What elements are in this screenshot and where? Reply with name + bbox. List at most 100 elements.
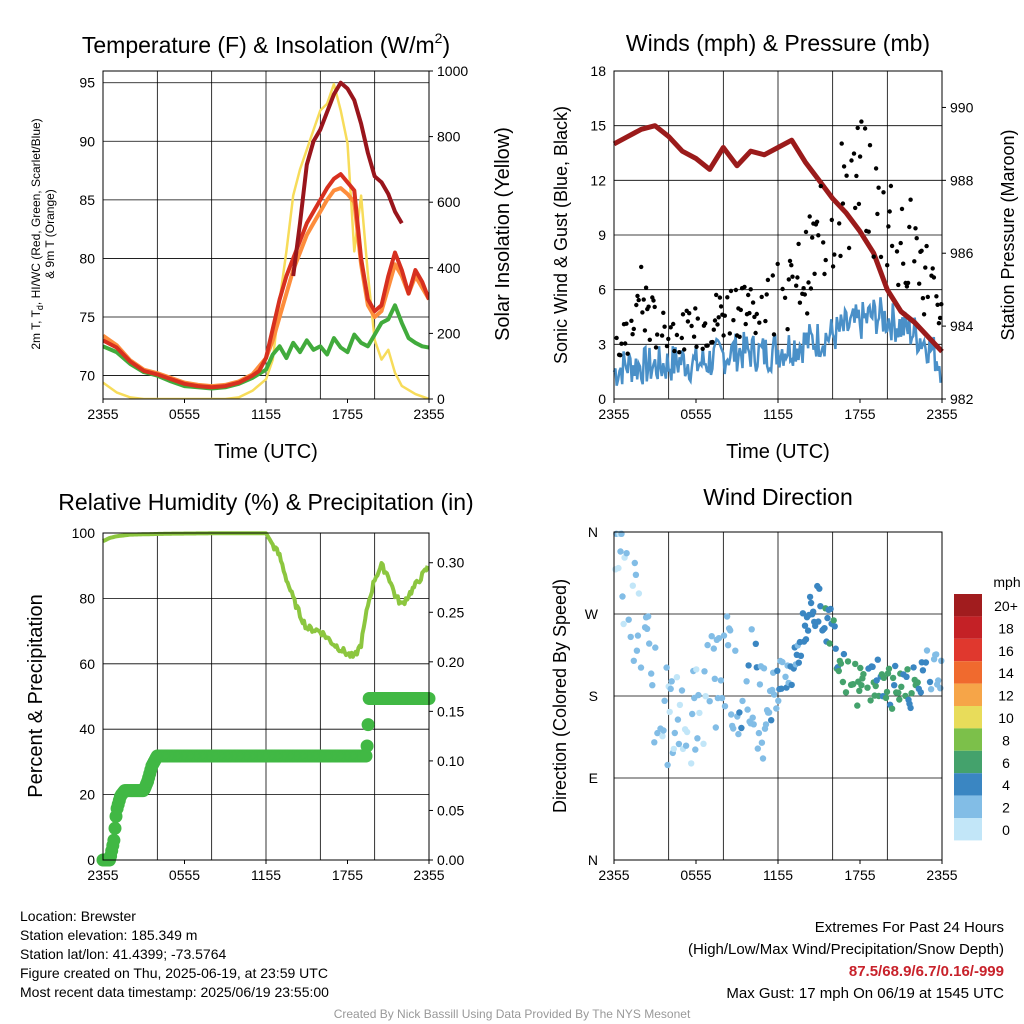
direction-point (651, 739, 658, 746)
direction-point (670, 745, 677, 753)
series-rh (102, 531, 430, 659)
gust-point (728, 288, 734, 294)
gust-point (853, 205, 858, 211)
direction-point (724, 642, 732, 649)
x-tick-label: 2355 (598, 867, 629, 883)
temperature-grid (103, 71, 429, 399)
gust-point (821, 240, 826, 245)
y-tick-label-left: 0 (598, 391, 606, 407)
gust-point (716, 315, 721, 320)
direction-point (826, 640, 833, 647)
direction-point (675, 740, 683, 748)
temperature-ylabel-left: 2m T, Td, HI/WC (Red, Green, Scarlet/Blu… (29, 118, 45, 349)
direction-point (774, 667, 781, 674)
direction-point (892, 662, 899, 670)
gust-point (630, 332, 635, 337)
direction-point (646, 640, 653, 647)
gust-point (722, 313, 727, 318)
gust-point (703, 321, 708, 326)
gust-point (614, 335, 619, 341)
direction-point (775, 697, 782, 704)
x-tick-label: 2355 (598, 406, 629, 422)
direction-point (824, 614, 831, 622)
gust-point (680, 312, 686, 317)
direction-point (768, 717, 775, 724)
x-tick-label: 1155 (763, 867, 793, 883)
direction-point (802, 636, 810, 643)
gust-point (875, 211, 880, 217)
direction-point (728, 711, 735, 718)
direction-point (806, 593, 814, 601)
gust-point (886, 224, 891, 229)
gust-point (837, 221, 842, 226)
gust-point (823, 257, 828, 263)
direction-point (700, 740, 707, 747)
colorbar-label: 6 (1002, 755, 1010, 771)
x-tick-label: 2355 (87, 406, 118, 422)
direction-point (748, 626, 755, 633)
gust-point (635, 293, 640, 299)
gust-point (646, 304, 651, 309)
precip-point (360, 739, 374, 753)
direction-point (872, 682, 879, 690)
direction-point (801, 622, 809, 629)
gust-point (775, 261, 780, 267)
direction-point (702, 693, 709, 700)
direction-point (864, 684, 871, 691)
gust-point (829, 217, 834, 223)
gust-point (672, 348, 677, 354)
y-tick-label-left: N (588, 852, 598, 868)
series-dark-red (291, 80, 404, 277)
x-tick-label: 1155 (251, 867, 281, 883)
gust-point (623, 341, 628, 346)
gust-point (640, 310, 645, 315)
direction-point (693, 666, 700, 673)
gust-point (710, 339, 715, 345)
colorbar-label: 4 (1002, 777, 1010, 793)
temperature-series (103, 80, 429, 399)
direction-point (919, 667, 927, 674)
direction-point (664, 761, 671, 769)
colorbar-swatch (954, 683, 982, 706)
y-tick-label-right: 600 (437, 194, 461, 210)
direction-point (706, 698, 713, 705)
direction-point (797, 652, 805, 659)
direction-point (620, 620, 627, 628)
direction-point (754, 745, 761, 752)
temperature-panel: Temperature (F) & Insolation (W/m2) 2m T… (29, 30, 514, 463)
gust-point (685, 319, 691, 324)
y-tick-label-right: 982 (950, 391, 974, 407)
direction-point (756, 681, 764, 688)
series-green (103, 303, 429, 391)
y-tick-label-left: 70 (79, 368, 95, 384)
direction-point (663, 664, 670, 671)
gust-point (717, 295, 723, 300)
gust-point (752, 314, 757, 320)
colorbar-label: 18 (998, 620, 1014, 636)
gust-point (671, 321, 676, 327)
gust-point (921, 312, 927, 317)
direction-ylabel-left: Direction (Colored By Speed) (550, 579, 570, 813)
x-tick-label: 1755 (844, 867, 875, 883)
gust-point (866, 229, 871, 234)
gust-point (753, 330, 758, 336)
gust-point (714, 292, 719, 298)
gust-point (862, 126, 868, 131)
max-gust: Max Gust: 17 mph On 06/19 at 1545 UTC (726, 985, 1004, 1002)
gust-point (689, 323, 694, 329)
direction-point (760, 665, 768, 672)
winds-series (612, 119, 944, 386)
colorbar-label: 12 (998, 688, 1014, 704)
precip-point (108, 821, 122, 835)
gust-point (830, 264, 836, 269)
y-tick-label-right: 400 (437, 260, 461, 276)
x-tick-label: 0555 (680, 867, 711, 883)
station-location: Location: Brewster (20, 908, 136, 924)
extremes-values: 87.5/68.9/6.7/0.16/-999 (848, 963, 1004, 980)
direction-point (771, 691, 778, 698)
precip-point (107, 833, 121, 847)
direction-frame (613, 531, 943, 861)
colorbar-swatch (954, 773, 982, 796)
